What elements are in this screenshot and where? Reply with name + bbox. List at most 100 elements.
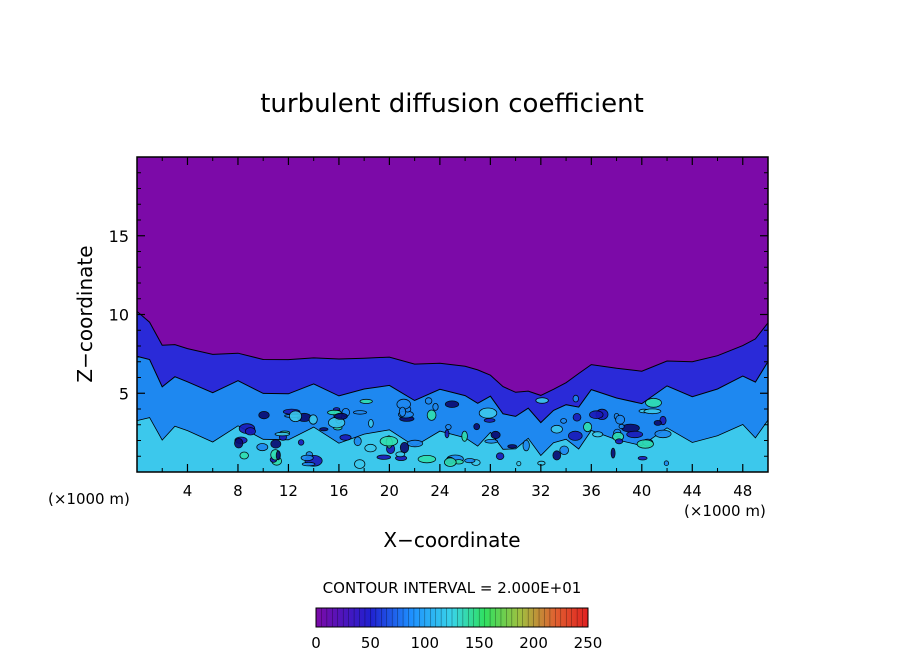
eddy: [399, 441, 410, 454]
eddy: [258, 410, 270, 420]
eddy: [490, 430, 501, 440]
x-tick-label: 4: [183, 482, 193, 500]
eddy: [319, 427, 329, 432]
eddy: [275, 450, 281, 461]
x-tick-label: 24: [430, 482, 449, 500]
colorbar: 0 50 100 150 200 250: [311, 607, 603, 652]
eddy: [615, 414, 625, 425]
eddy: [522, 439, 530, 452]
x-tick-label: 8: [233, 482, 243, 500]
colorbar-tick-label: 200: [519, 634, 548, 652]
x-unit-left: (×1000 m): [48, 490, 130, 508]
x-tick-label: 32: [531, 482, 550, 500]
y-axis-label: Z−coordinate: [73, 245, 97, 382]
eddy: [432, 402, 439, 411]
eddy: [354, 459, 366, 469]
eddy: [516, 460, 522, 467]
eddy: [637, 456, 648, 461]
y-tick-label: 15: [109, 227, 129, 246]
eddy: [654, 429, 672, 439]
colorbar-stripes: [321, 608, 583, 627]
eddy: [567, 430, 583, 441]
eddy: [484, 438, 499, 444]
x-tick-label: 28: [481, 482, 500, 500]
eddy: [274, 431, 291, 437]
x-tick-label: 36: [582, 482, 601, 500]
x-tick-label: 20: [380, 482, 399, 500]
eddy: [244, 427, 256, 436]
x-tick-label: 44: [683, 482, 702, 500]
eddy: [550, 424, 563, 434]
boundary-layer-high: [137, 417, 768, 472]
eddy: [234, 438, 244, 449]
eddy: [626, 430, 644, 439]
eddy: [297, 439, 305, 446]
eddy: [495, 452, 505, 461]
eddy: [610, 447, 616, 459]
eddy: [308, 414, 318, 425]
colorbar-tick-label: 0: [311, 634, 321, 652]
eddy: [559, 445, 569, 456]
eddy: [426, 409, 437, 421]
eddy: [444, 429, 450, 439]
eddy: [406, 439, 424, 448]
eddy: [376, 454, 392, 460]
eddy: [618, 423, 625, 430]
eddy: [483, 418, 496, 423]
eddy: [424, 397, 433, 405]
eddy: [560, 418, 567, 424]
y-tick-label: 5: [119, 384, 129, 403]
eddy: [444, 400, 460, 408]
eddy: [636, 439, 654, 449]
x-unit-right: (×1000 m): [684, 502, 766, 520]
eddy: [572, 413, 582, 422]
eddy: [239, 451, 249, 460]
eddy: [288, 410, 302, 423]
contour-interval-label: CONTOUR INTERVAL = 2.000E+01: [323, 579, 582, 597]
x-tick-label: 48: [733, 482, 752, 500]
eddy: [300, 454, 314, 462]
eddy: [614, 438, 624, 445]
eddy: [368, 418, 374, 428]
eddy: [353, 436, 362, 447]
colorbar-tick-label: 150: [465, 634, 494, 652]
eddy: [461, 430, 468, 442]
eddy: [379, 436, 399, 447]
eddy: [464, 458, 476, 464]
y-axis: 5 10 15: [109, 172, 768, 457]
turbulent-eddies: [234, 394, 672, 469]
x-tick-label: 40: [632, 482, 651, 500]
eddy: [398, 406, 407, 417]
eddy: [583, 421, 593, 433]
x-axis: 4 8 12 16 20 24 28 32 36 40 44 48: [161, 157, 752, 500]
x-tick-label: 16: [329, 482, 348, 500]
eddy: [359, 398, 373, 404]
eddy: [507, 444, 518, 449]
eddy: [552, 450, 562, 461]
eddy: [395, 451, 406, 458]
eddy: [592, 431, 604, 438]
colorbar-tick-label: 100: [410, 634, 439, 652]
chart-title: turbulent diffusion coefficient: [260, 89, 644, 119]
eddy: [443, 457, 457, 467]
eddy: [535, 397, 549, 404]
colorbar-tick-label: 50: [361, 634, 380, 652]
eddy: [589, 410, 604, 420]
eddy: [663, 460, 670, 467]
x-axis-label: X−coordinate: [383, 528, 520, 552]
eddy: [445, 424, 452, 430]
eddy: [653, 419, 662, 426]
eddy: [643, 408, 662, 415]
colorbar-tick-label: 250: [574, 634, 603, 652]
eddy: [473, 423, 481, 431]
plot-area: [137, 157, 768, 472]
eddy: [301, 461, 316, 467]
eddy: [334, 412, 348, 420]
eddy: [478, 407, 498, 419]
x-tick-label: 12: [279, 482, 298, 500]
y-tick-label: 10: [109, 306, 129, 325]
eddy: [352, 410, 367, 415]
eddy: [364, 443, 377, 453]
eddy: [256, 443, 269, 452]
